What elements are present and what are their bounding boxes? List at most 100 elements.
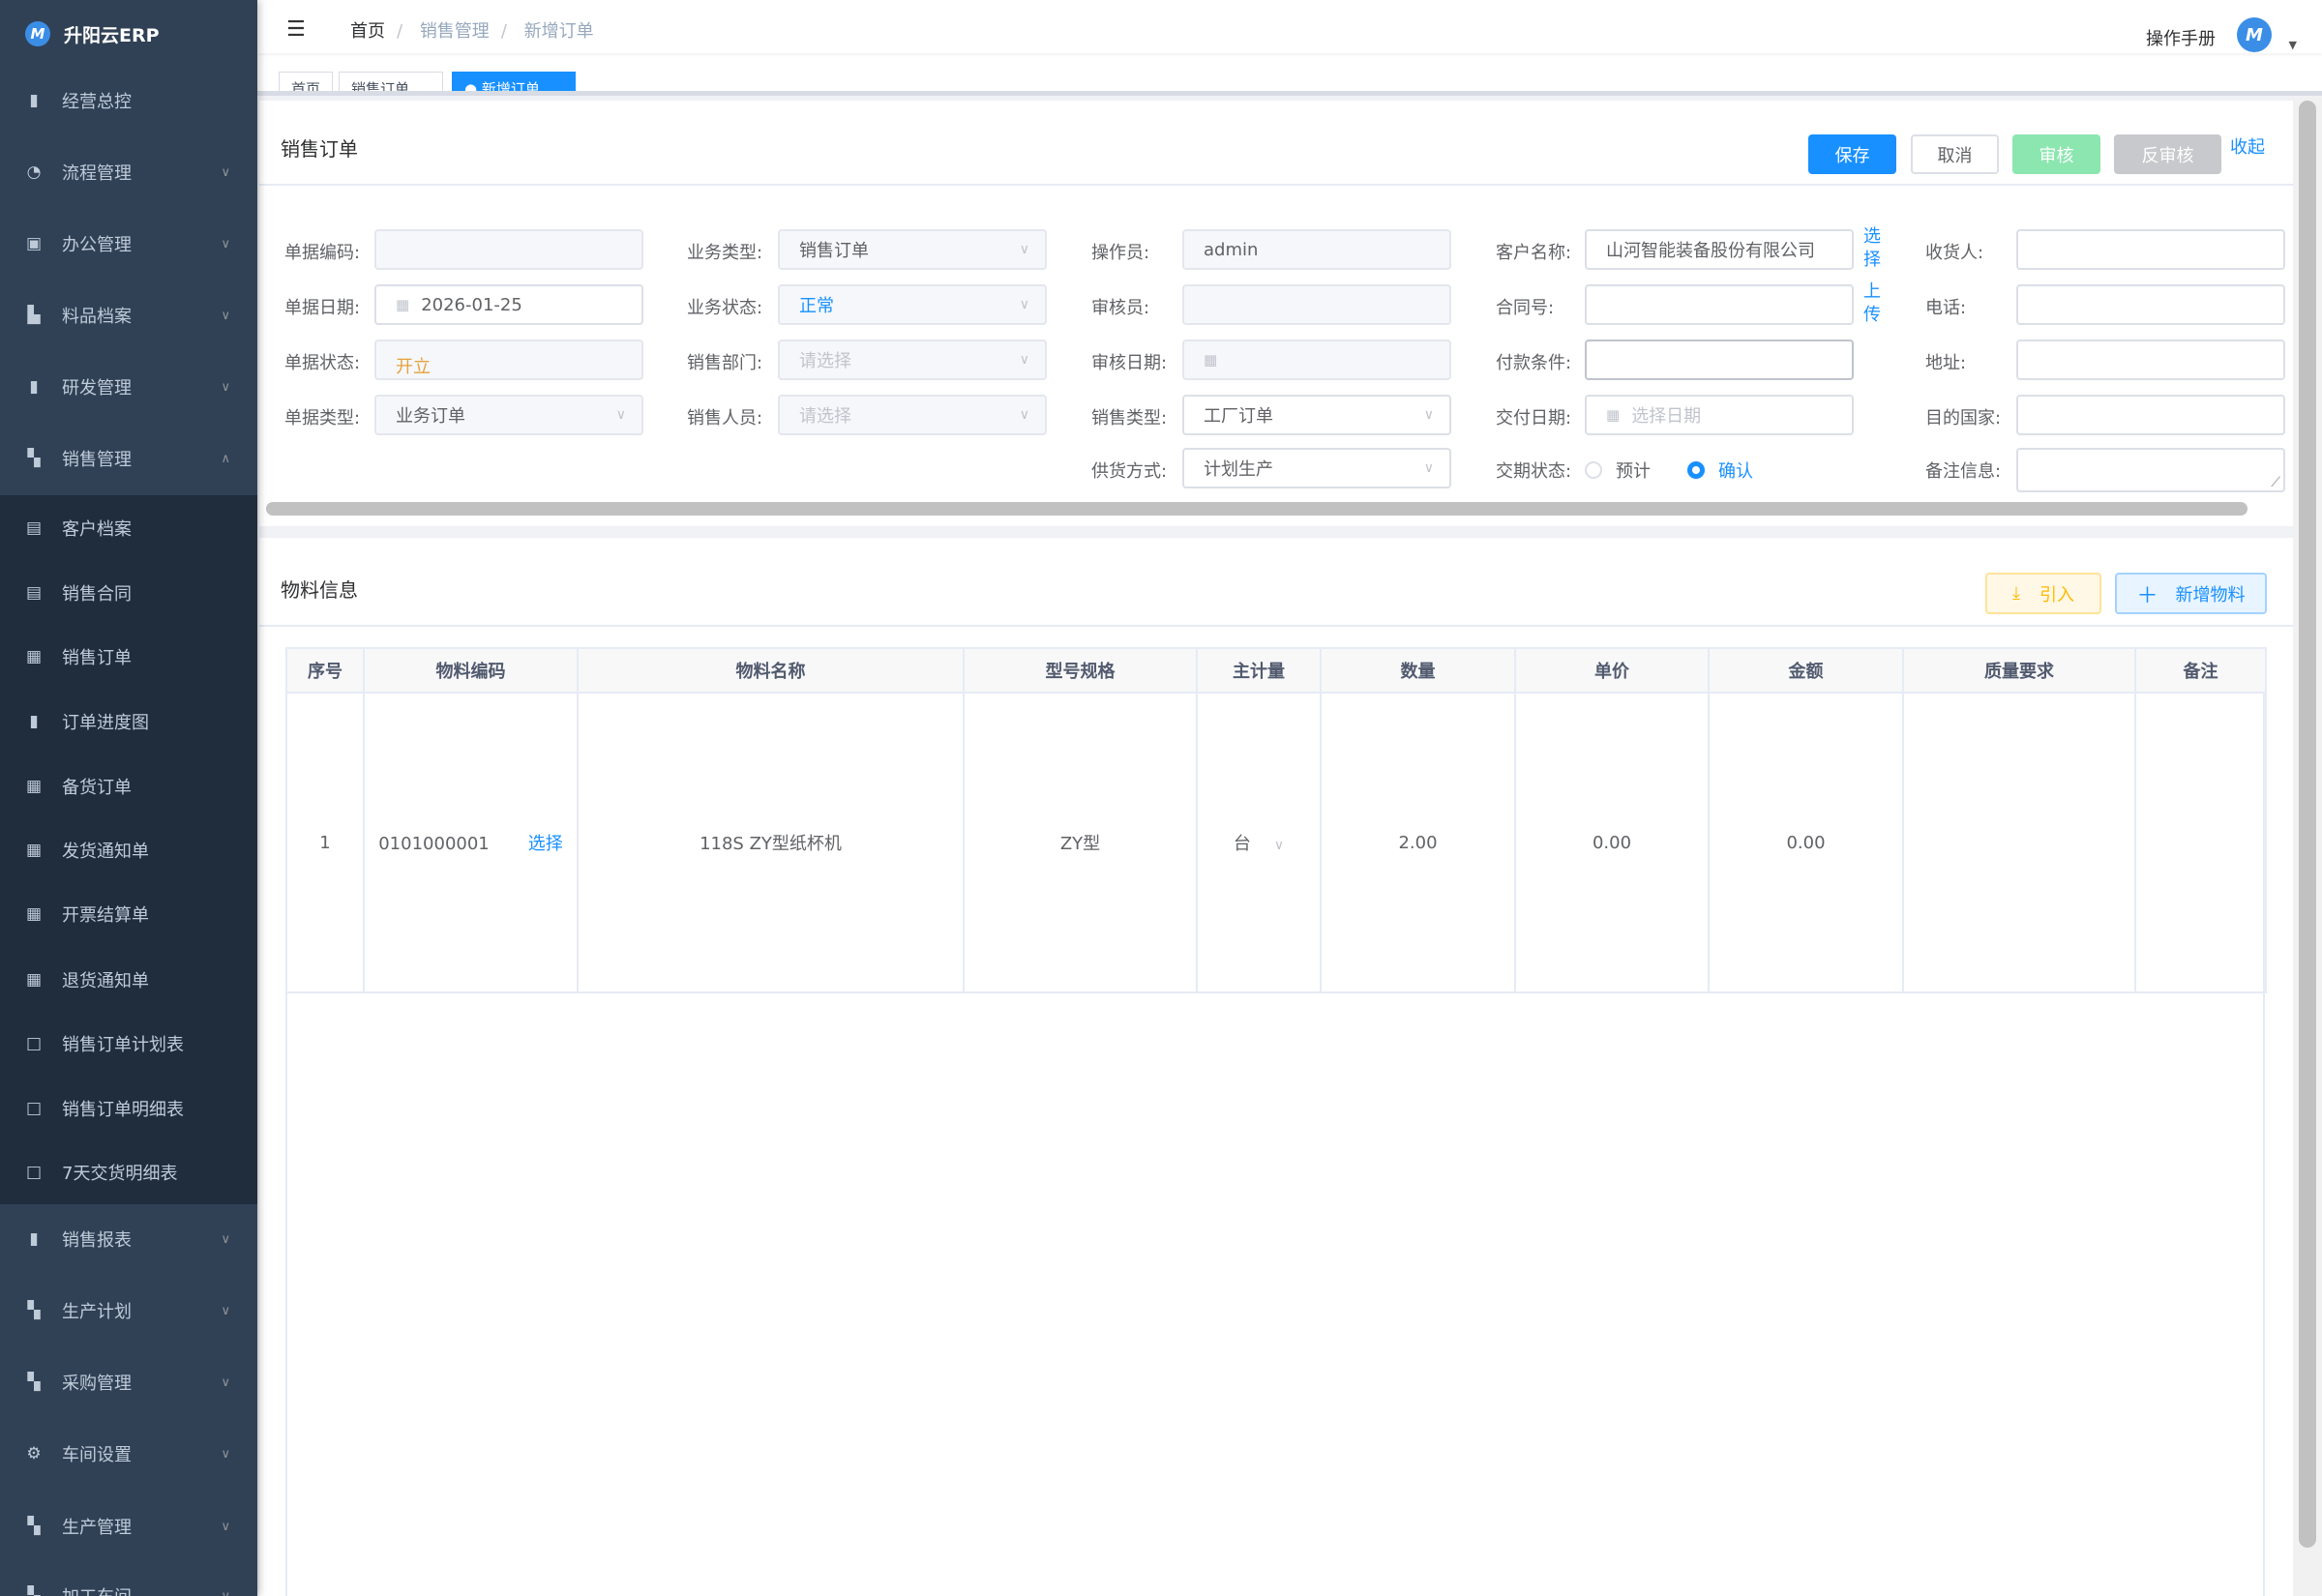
- sidebar-item[interactable]: ▦ 退货通知单: [0, 947, 257, 1012]
- input-field[interactable]: [2016, 395, 2285, 435]
- input-field[interactable]: [1182, 284, 1451, 325]
- input-field[interactable]: [2016, 229, 2285, 270]
- select-field[interactable]: 业务订单 ∨: [374, 395, 643, 435]
- sidebar-item[interactable]: ▮ 研发管理 ∨: [0, 355, 257, 419]
- chevron-down-icon: ∨: [1019, 407, 1029, 423]
- resize-handle-icon: ⟋: [2271, 475, 2280, 490]
- sidebar-item[interactable]: ▮ 经营总控: [0, 69, 257, 133]
- column-header: 数量: [1320, 647, 1516, 694]
- cell-quality[interactable]: [1902, 692, 2136, 993]
- horizontal-scrollbar[interactable]: [266, 502, 2248, 516]
- input-field[interactable]: ⟋: [2016, 448, 2285, 492]
- input-field[interactable]: admin: [1182, 229, 1451, 270]
- date-field[interactable]: ▦ 选择日期: [1585, 395, 1854, 435]
- date-field[interactable]: ▦: [1182, 340, 1451, 380]
- input-field[interactable]: [1585, 340, 1854, 380]
- select-material-link[interactable]: 选择: [527, 834, 563, 854]
- calendar-icon: ▦: [1204, 351, 1218, 369]
- radio-estimated[interactable]: 预计: [1585, 458, 1651, 483]
- sidebar-item[interactable]: ◔ 流程管理 ∨: [0, 140, 257, 204]
- cell-unit[interactable]: 台 ∨: [1196, 692, 1322, 993]
- field-value: 业务订单: [396, 406, 465, 427]
- cancel-button[interactable]: 取消: [1911, 134, 1999, 174]
- field-label: 单据编码:: [284, 243, 361, 263]
- caret-down-icon[interactable]: ▼: [2288, 39, 2297, 51]
- sidebar-item[interactable]: ▦ 开票结算单: [0, 881, 257, 946]
- sidebar-item[interactable]: ▚ 生产管理 ∨: [0, 1494, 257, 1558]
- input-field[interactable]: [1585, 284, 1854, 325]
- flow-icon: ◔: [26, 163, 42, 182]
- tab-sales-order[interactable]: 销售订单: [339, 72, 443, 91]
- manual-link[interactable]: 操作手册: [2146, 29, 2216, 49]
- menu-toggle-icon[interactable]: ☰: [286, 17, 306, 42]
- chevron-down-icon: ∨: [1019, 297, 1029, 312]
- select-field[interactable]: 计划生产 ∨: [1182, 448, 1451, 488]
- field-label: 交付日期:: [1496, 408, 1572, 429]
- sidebar-item[interactable]: ▦ 销售订单: [0, 624, 257, 689]
- tab-home[interactable]: 首页: [279, 72, 334, 91]
- collapse-link[interactable]: 收起: [2230, 137, 2265, 158]
- sidebar-item[interactable]: ▦ 备货订单: [0, 754, 257, 818]
- chevron-up-icon: ∧: [221, 451, 230, 466]
- column-header: 备注: [2134, 647, 2267, 694]
- cell-qty[interactable]: 2.00: [1320, 692, 1516, 993]
- breadcrumb-home[interactable]: 首页: [350, 21, 385, 42]
- select-field[interactable]: 请选择 ∨: [778, 340, 1047, 380]
- select-field[interactable]: 正常 ∨: [778, 284, 1047, 325]
- input-field[interactable]: [374, 229, 643, 270]
- order-title: 销售订单: [281, 137, 358, 161]
- sidebar-item[interactable]: ▮ 销售报表 ∨: [0, 1207, 257, 1271]
- sidebar-item[interactable]: ▙ 料品档案 ∨: [0, 283, 257, 347]
- sidebar-item[interactable]: ▦ 发货通知单: [0, 817, 257, 882]
- sidebar-item[interactable]: □ 销售订单计划表: [0, 1011, 257, 1076]
- sidebar-item-label: 退货通知单: [62, 970, 149, 991]
- add-material-button[interactable]: ＋ 新增物料: [2115, 573, 2267, 614]
- sidebar-item[interactable]: ▤ 客户档案: [0, 495, 257, 560]
- unaudit-button[interactable]: 反审核: [2114, 134, 2221, 174]
- sidebar-item[interactable]: ▤ 销售合同: [0, 560, 257, 625]
- cell-remark[interactable]: [2134, 692, 2267, 993]
- sidebar-item[interactable]: ▚ 采购管理 ∨: [0, 1350, 257, 1414]
- materials-table: 序号 物料编码 物料名称 型号规格 主计量 数量 单价 金额 质量要求 备注 1 01010000…: [285, 647, 2267, 993]
- sidebar-item[interactable]: ▚ 销售管理 ∧: [0, 427, 257, 490]
- sidebar-item[interactable]: ▚ 加工车间 ∨: [0, 1564, 257, 1596]
- select-field[interactable]: 销售订单 ∨: [778, 229, 1047, 270]
- save-button[interactable]: 保存: [1808, 134, 1896, 174]
- import-button[interactable]: ⤓ 引入: [1985, 573, 2101, 614]
- sidebar-item-label: 生产计划: [62, 1302, 132, 1322]
- sidebar-item[interactable]: ⚙ 车间设置 ∨: [0, 1422, 257, 1486]
- input-field[interactable]: [2016, 284, 2285, 325]
- sidebar-item-label: 开票结算单: [62, 904, 149, 926]
- sidebar-item[interactable]: □ 7天交货明细表: [0, 1139, 257, 1204]
- select-customer-link[interactable]: 选择: [1863, 226, 1881, 270]
- select-field[interactable]: 工厂订单 ∨: [1182, 395, 1451, 435]
- vertical-scrollbar[interactable]: [2299, 101, 2316, 1548]
- sidebar-item[interactable]: ▮ 订单进度图: [0, 689, 257, 754]
- select-field[interactable]: 请选择 ∨: [778, 395, 1047, 435]
- sidebar-item[interactable]: ▣ 办公管理 ∨: [0, 212, 257, 276]
- input-field[interactable]: 山河智能装备股份有限公司: [1585, 229, 1854, 270]
- radio-confirmed[interactable]: 确认: [1687, 458, 1753, 483]
- chevron-down-icon: ∨: [1019, 242, 1029, 257]
- input-field[interactable]: 开立: [374, 340, 643, 380]
- sidebar-item[interactable]: ▚ 生产计划 ∨: [0, 1279, 257, 1343]
- audit-button[interactable]: 审核: [2012, 134, 2100, 174]
- cell-spec: ZY型: [963, 692, 1198, 993]
- cell-price[interactable]: 0.00: [1514, 692, 1710, 993]
- chevron-down-icon: ∨: [1019, 352, 1029, 368]
- divider: [259, 184, 2293, 186]
- field-label: 操作员:: [1091, 243, 1150, 263]
- sidebar-item-label: 销售订单: [62, 647, 132, 668]
- bar-chart-icon: ▮: [29, 711, 39, 731]
- avatar[interactable]: M: [2237, 17, 2272, 52]
- field-value: 2026-01-25: [421, 294, 522, 315]
- sidebar-item[interactable]: □ 销售订单明细表: [0, 1076, 257, 1140]
- app-logo[interactable]: M 升阳云ERP: [0, 0, 257, 68]
- input-field[interactable]: [2016, 340, 2285, 380]
- document-icon: ▚: [27, 1373, 41, 1392]
- date-field[interactable]: ▦ 2026-01-25: [374, 284, 643, 325]
- add-material-label: 新增物料: [2175, 584, 2246, 606]
- upload-contract-link[interactable]: 上传: [1863, 281, 1881, 325]
- tab-new-order[interactable]: ● 新增订单: [452, 72, 576, 91]
- unit-select[interactable]: 台: [1233, 834, 1251, 854]
